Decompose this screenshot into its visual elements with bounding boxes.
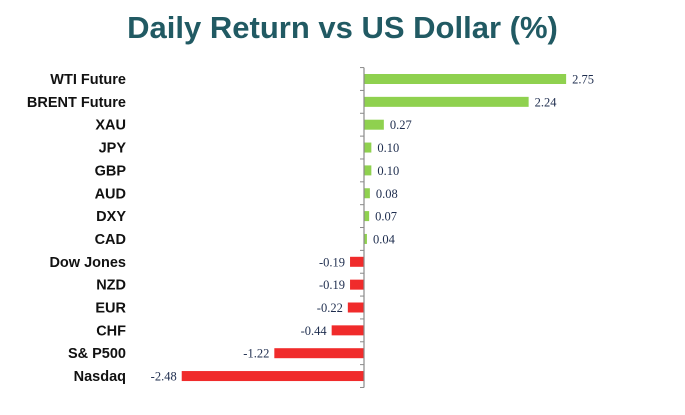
category-label: WTI Future (50, 72, 126, 88)
category-label: AUD (95, 186, 126, 202)
bar-xau (364, 119, 384, 130)
value-label: -0.22 (317, 301, 343, 315)
category-label: CHF (96, 323, 126, 339)
bar-chf (331, 325, 364, 336)
category-label: GBP (95, 163, 127, 179)
value-label: -0.44 (301, 324, 328, 338)
bar-cad (364, 233, 367, 244)
value-label: 2.24 (535, 95, 558, 109)
bar-gbp (364, 165, 372, 176)
value-label: 0.04 (373, 232, 396, 246)
category-label: NZD (96, 278, 126, 294)
value-label: -2.48 (151, 370, 177, 384)
category-label: S& P500 (68, 346, 126, 362)
category-label: XAU (95, 118, 126, 134)
value-label: 2.75 (572, 73, 594, 87)
bar-nzd (350, 279, 364, 290)
chart-title: Daily Return vs US Dollar (%) (127, 10, 558, 45)
category-label: Dow Jones (49, 255, 126, 271)
value-label: 0.08 (376, 187, 398, 201)
category-label: BRENT Future (27, 95, 126, 111)
bar-aud (364, 188, 370, 199)
bar-wti-future (364, 74, 567, 84)
category-label: Nasdaq (74, 369, 126, 385)
bar-jpy (364, 142, 372, 153)
value-label: 0.10 (377, 141, 399, 155)
bar-dxy (364, 211, 370, 222)
bar-dow-jones (350, 256, 364, 267)
value-label: -1.22 (243, 347, 269, 361)
category-label: CAD (95, 232, 126, 248)
category-label: EUR (95, 301, 126, 317)
bar-s-p500 (274, 348, 364, 359)
bar-brent-future (364, 96, 529, 107)
axis-group (360, 67, 365, 388)
labels-group: WTI Future 2.75 BRENT Future 2.24 XAU 0.27 JPY… (27, 72, 594, 385)
value-label: -0.19 (319, 255, 345, 269)
category-label: JPY (99, 141, 127, 157)
category-label: DXY (96, 209, 126, 225)
value-label: 0.07 (375, 210, 397, 224)
value-label: -0.19 (319, 278, 345, 292)
value-label: 0.27 (390, 118, 412, 132)
bar-eur (347, 302, 364, 313)
bar-nasdaq (181, 371, 364, 382)
bars-group (181, 74, 567, 382)
value-label: 0.10 (377, 164, 399, 178)
